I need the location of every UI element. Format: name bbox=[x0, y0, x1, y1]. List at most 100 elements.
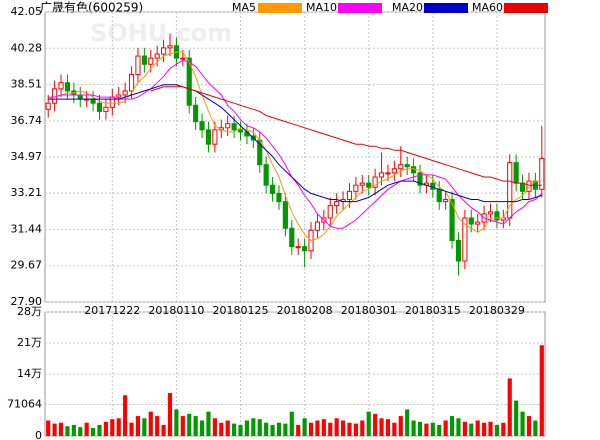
y-tick-label: 27.90 bbox=[11, 295, 43, 308]
volume-bar bbox=[539, 345, 544, 436]
volume-bar bbox=[251, 418, 256, 436]
ma-line bbox=[48, 84, 542, 203]
candle-body bbox=[116, 94, 122, 98]
volume-bar bbox=[71, 424, 76, 436]
volume-tick-label: 21万 bbox=[17, 336, 42, 349]
volume-bar bbox=[193, 416, 198, 436]
candle-body bbox=[193, 104, 199, 123]
volume-bar bbox=[405, 409, 410, 436]
volume-bar bbox=[148, 411, 153, 436]
candle-body bbox=[513, 162, 519, 184]
candle-body bbox=[289, 227, 295, 248]
candle-body bbox=[327, 205, 333, 219]
volume-bar bbox=[135, 416, 141, 436]
candle-body bbox=[391, 168, 397, 174]
candle-body bbox=[378, 172, 385, 178]
volume-bar bbox=[462, 421, 467, 436]
candle-body bbox=[186, 57, 192, 106]
volume-bar bbox=[398, 416, 403, 436]
volume-bar bbox=[347, 422, 352, 436]
volume-bar bbox=[469, 423, 474, 436]
volume-bar bbox=[494, 424, 500, 436]
volume-bar bbox=[97, 424, 102, 436]
volume-bar bbox=[78, 427, 83, 436]
volume-bar bbox=[174, 409, 179, 436]
candle-body bbox=[64, 82, 71, 92]
y-tick-label: 38.51 bbox=[11, 78, 43, 91]
volume-bar bbox=[219, 422, 224, 436]
candle-body bbox=[372, 176, 378, 188]
volume-bar bbox=[238, 424, 243, 436]
legend-swatch bbox=[258, 3, 302, 13]
volume-bar bbox=[321, 419, 326, 436]
candle-body bbox=[385, 172, 391, 175]
volume-bar bbox=[212, 418, 217, 436]
volume-bar bbox=[142, 418, 147, 436]
candle-body bbox=[366, 182, 372, 188]
candle-body bbox=[154, 53, 160, 59]
legend-label: MA20 bbox=[392, 1, 423, 14]
candle-body bbox=[269, 184, 276, 194]
volume-bar bbox=[315, 420, 320, 436]
volume-bar bbox=[225, 420, 230, 436]
candle-body bbox=[109, 96, 115, 108]
candle-body bbox=[212, 129, 218, 145]
y-tick-label: 36.74 bbox=[11, 114, 43, 127]
volume-bar bbox=[514, 400, 519, 436]
candle-body bbox=[494, 211, 500, 221]
legend-label: MA10 bbox=[306, 1, 337, 14]
chart-title: 广晟有色(600259) bbox=[40, 1, 143, 15]
candle-body bbox=[468, 217, 474, 225]
candle-body bbox=[398, 164, 404, 170]
candle-body bbox=[263, 164, 269, 186]
candle-body bbox=[122, 90, 128, 96]
volume-bar bbox=[257, 419, 262, 436]
volume-tick-label: 14万 bbox=[17, 367, 42, 380]
candle-body bbox=[302, 246, 308, 252]
y-tick-label: 29.67 bbox=[11, 259, 43, 272]
candle-body bbox=[462, 217, 468, 262]
ma-line bbox=[48, 59, 543, 229]
volume-bar bbox=[373, 413, 378, 436]
candle-body bbox=[346, 190, 353, 201]
candle-body bbox=[161, 47, 167, 55]
volume-bar bbox=[52, 423, 57, 436]
volume-bar bbox=[424, 423, 429, 436]
candle-body bbox=[167, 45, 173, 49]
volume-bar bbox=[90, 428, 96, 436]
y-tick-label: 42.05 bbox=[11, 5, 43, 18]
volume-bar bbox=[482, 422, 487, 436]
candle-body bbox=[404, 164, 410, 168]
legend-swatch bbox=[424, 3, 468, 13]
volume-bar bbox=[244, 420, 250, 436]
volume-bar bbox=[430, 422, 435, 436]
volume-bar bbox=[437, 424, 442, 436]
volume-bar bbox=[296, 424, 301, 436]
x-tick-label: 20180301 bbox=[341, 304, 397, 317]
candle-body bbox=[507, 162, 513, 219]
volume-bar bbox=[507, 378, 512, 436]
candle-body bbox=[443, 199, 449, 203]
candle-body bbox=[205, 129, 212, 145]
candle-body bbox=[411, 166, 417, 174]
volume-bar bbox=[411, 420, 416, 436]
volume-tick-label: 28万 bbox=[17, 305, 42, 318]
volume-bar bbox=[116, 418, 121, 436]
volume-bar bbox=[456, 418, 461, 436]
volume-bar bbox=[443, 420, 448, 436]
volume-bar bbox=[488, 421, 493, 436]
volume-bar bbox=[340, 420, 346, 436]
watermark: SOHU.com bbox=[90, 19, 232, 47]
candle-body bbox=[77, 94, 83, 100]
candle-body bbox=[225, 123, 231, 129]
volume-tick-label: 71064 bbox=[7, 398, 42, 411]
volume-bar bbox=[65, 426, 70, 436]
volume-bar bbox=[501, 422, 506, 436]
volume-bar bbox=[155, 416, 160, 436]
x-tick-label: 20180110 bbox=[148, 304, 204, 317]
x-tick-label: 20180125 bbox=[213, 304, 269, 317]
volume-bar bbox=[161, 424, 166, 436]
ma-line bbox=[48, 51, 542, 242]
candle-body bbox=[96, 102, 103, 112]
